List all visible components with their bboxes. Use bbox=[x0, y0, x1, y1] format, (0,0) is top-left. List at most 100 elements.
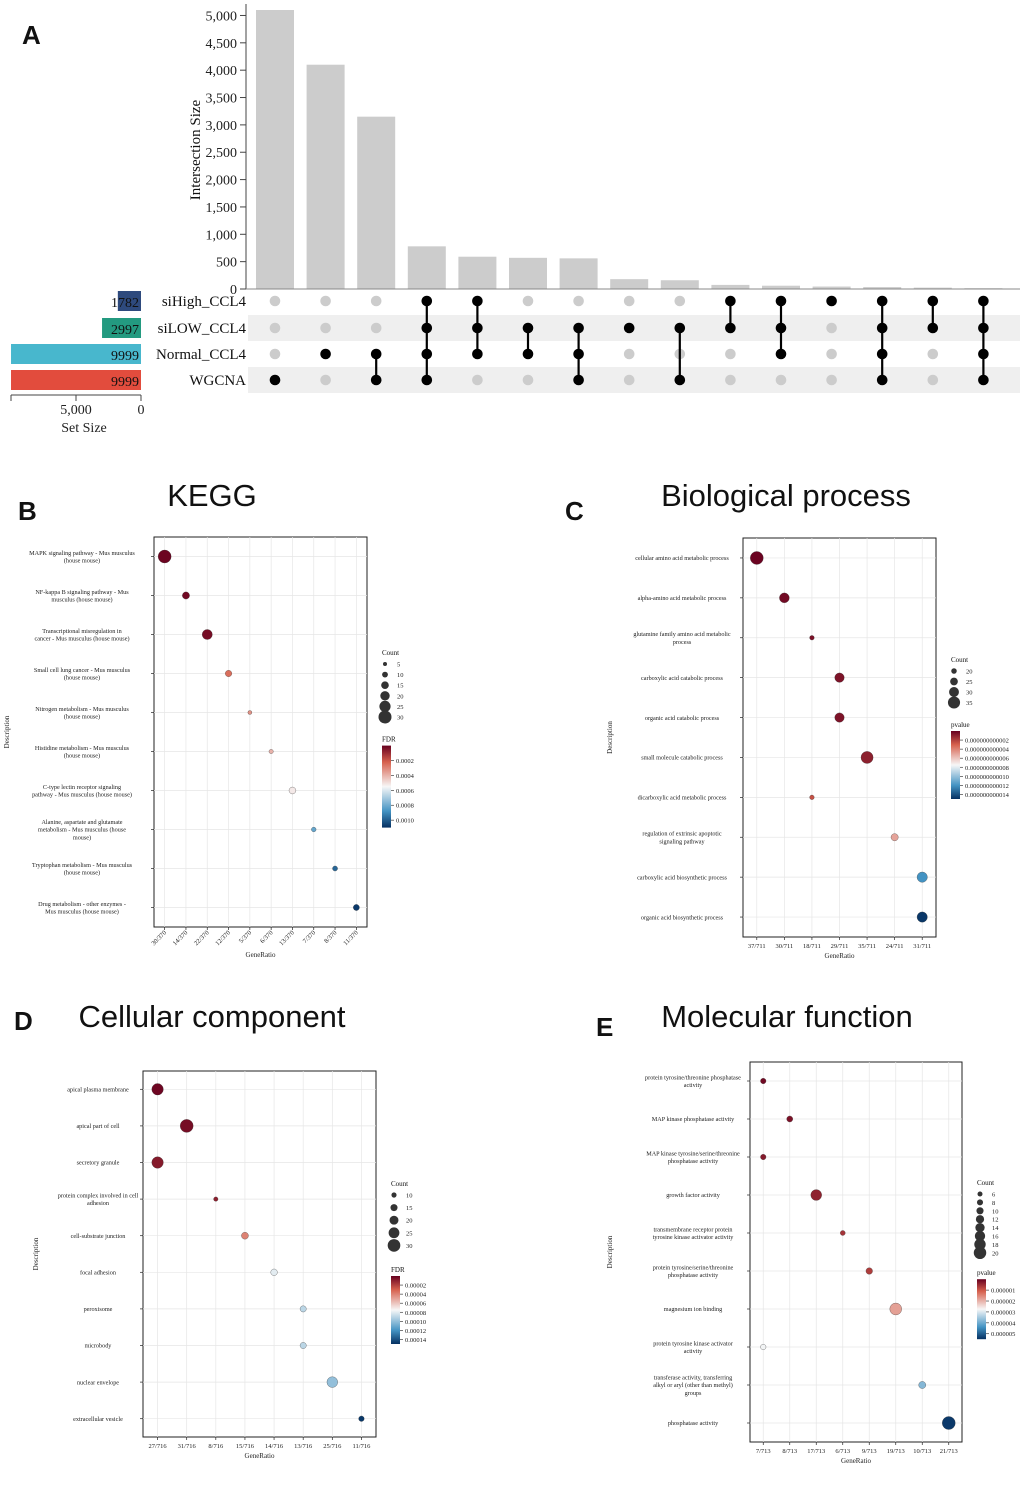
x-tick-label: 18/711 bbox=[803, 943, 821, 950]
term-label-line: (house mouse) bbox=[64, 870, 100, 877]
term-label-line: pathway - Mus musculus (house mouse) bbox=[32, 792, 132, 799]
upset-y-tick-label: 1,000 bbox=[206, 228, 238, 243]
term-dot-7 bbox=[311, 826, 317, 833]
matrix-dot-empty bbox=[826, 374, 837, 386]
term-label-0: MAPK signaling pathway - Mus musculus (ho… bbox=[29, 550, 135, 565]
term-label-1: alpha-amino acid metabolic process bbox=[638, 595, 727, 602]
term-label-line: Drug metabolism - other enzymes - bbox=[38, 901, 126, 908]
x-tick-label: 9/713 bbox=[862, 1448, 877, 1455]
x-tick-label: 29/711 bbox=[831, 943, 849, 950]
matrix-dot-empty bbox=[674, 295, 686, 307]
term-label-2: glutamine family amino acid metabolic pro… bbox=[633, 631, 731, 646]
molecular-function-dotplot: E Molecular function 7/713 8/713 17/713 6/7… bbox=[596, 999, 1016, 1465]
kegg-plot-area: 30/370 14/370 22/370 12/370 5/370 6/370 13/370… bbox=[3, 536, 415, 959]
matrix-dot-empty bbox=[826, 322, 837, 334]
biological-process-dotplot: C Biological process 37/711 30/711 18/711 2… bbox=[565, 478, 1010, 960]
color-legend-label: 0.00014 bbox=[405, 1337, 427, 1344]
color-legend-title: FDR bbox=[391, 1266, 405, 1274]
term-label-line: transmembrane receptor protein bbox=[653, 1226, 732, 1233]
term-label-3: Small cell lung cancer - Mus musculus (ho… bbox=[34, 667, 131, 682]
size-legend-dot bbox=[378, 710, 392, 724]
cellular-component-dotplot: D Cellular component 27/716 31/716 8/716 15… bbox=[14, 999, 427, 1460]
x-tick-label: 10/713 bbox=[913, 1448, 931, 1455]
color-legend-label: 0.0002 bbox=[396, 758, 414, 765]
size-legend-label: 20 bbox=[992, 1250, 999, 1257]
term-label-2: secretory granule bbox=[77, 1160, 120, 1167]
term-label-line: Transcriptional misregulation in bbox=[42, 628, 122, 635]
matrix-dot-empty bbox=[927, 374, 939, 386]
size-legend-dot bbox=[382, 671, 388, 678]
term-label-line: dicarboxylic acid metabolic process bbox=[638, 795, 727, 802]
kegg-title: KEGG bbox=[167, 478, 257, 513]
size-legend-dot bbox=[389, 1215, 399, 1225]
matrix-dot-empty bbox=[623, 374, 635, 386]
kegg-dotplot: B KEGG 30/370 14/370 22/370 12/370 5/370 6/37… bbox=[3, 478, 415, 959]
term-label-1: NF-kappa B signaling pathway - Mus muscul… bbox=[35, 589, 129, 604]
x-tick-label: 15/716 bbox=[236, 1443, 255, 1450]
color-legend-label: 0.000000000008 bbox=[965, 765, 1009, 772]
term-label-line: groups bbox=[685, 1390, 702, 1397]
term-dot-8 bbox=[916, 871, 928, 883]
upset-y-tick-label: 3,500 bbox=[206, 92, 238, 107]
term-label-line: activity bbox=[684, 1082, 703, 1089]
color-legend-label: 0.000001 bbox=[991, 1288, 1015, 1295]
term-label-line: metabolism - Mus musculus (house bbox=[38, 827, 126, 834]
matrix-dot-empty bbox=[320, 295, 331, 307]
x-tick-label: 6/370 bbox=[259, 929, 274, 944]
term-dot-8 bbox=[332, 865, 338, 872]
size-legend-label: 10 bbox=[397, 672, 404, 679]
panel-letter-e: E bbox=[596, 1012, 613, 1042]
upset-y-tick-label: 4,500 bbox=[206, 37, 238, 52]
color-legend-label: 0.000000000012 bbox=[965, 783, 1009, 790]
set-label-1: siLOW_CCL4 bbox=[158, 321, 247, 337]
term-label-line: phosphatase activity bbox=[668, 1158, 719, 1165]
size-legend-label: 5 bbox=[397, 662, 400, 669]
size-legend-label: 16 bbox=[992, 1234, 999, 1241]
y-axis-label: Description bbox=[606, 721, 614, 754]
x-tick-label: 25/716 bbox=[323, 1443, 342, 1450]
term-label-3: carboxylic acid catabolic process bbox=[641, 675, 724, 682]
set-size-axis-label: Set Size bbox=[61, 421, 107, 436]
x-tick-label: 13/370 bbox=[278, 929, 296, 947]
upset-y-tick-label: 1,500 bbox=[206, 201, 238, 216]
upset-y-axis-label: Intersection Size bbox=[188, 99, 204, 200]
term-label-line: growth factor activity bbox=[666, 1192, 721, 1199]
size-legend-label: 20 bbox=[966, 669, 973, 676]
term-label-8: transferase activity, transferring alkyl … bbox=[653, 1375, 733, 1397]
set-size-value-3: 9999 bbox=[111, 375, 139, 390]
intersection-bar bbox=[863, 287, 902, 289]
term-dot-0 bbox=[157, 549, 172, 564]
matrix-dot-empty bbox=[623, 295, 635, 307]
set-size-bar bbox=[11, 370, 141, 390]
term-dot-9 bbox=[916, 911, 928, 923]
matrix-dot-empty bbox=[370, 295, 382, 307]
x-tick-label: 27/716 bbox=[149, 1443, 168, 1450]
term-dot-4 bbox=[834, 712, 845, 723]
term-label-5: small molecule catabolic process bbox=[641, 755, 723, 762]
term-label-line: focal adhesion bbox=[80, 1270, 116, 1277]
term-label-4: cell-substrate junction bbox=[71, 1233, 126, 1240]
x-tick-label: 30/370 bbox=[150, 929, 168, 947]
x-tick-label: 8/370 bbox=[323, 929, 338, 944]
size-legend-dot bbox=[974, 1230, 986, 1242]
matrix-dot-filled bbox=[623, 322, 635, 334]
size-legend-dot bbox=[975, 1215, 985, 1224]
x-axis-label: GeneRatio bbox=[841, 1457, 871, 1465]
color-legend-label: 0.0008 bbox=[396, 803, 414, 810]
x-tick-label: 14/370 bbox=[172, 929, 190, 947]
term-label-0: protein tyrosine/threonine phosphatase ac… bbox=[645, 1074, 741, 1089]
term-label-line: apical part of cell bbox=[76, 1123, 119, 1130]
term-dot-1 bbox=[779, 592, 790, 603]
term-label-line: MAP kinase phosphatase activity bbox=[652, 1116, 735, 1123]
set-label-2: Normal_CCL4 bbox=[156, 347, 246, 363]
term-label-line: signaling pathway bbox=[659, 838, 705, 845]
color-legend-label: 0.00006 bbox=[405, 1301, 427, 1308]
intersection-bar bbox=[256, 10, 294, 289]
color-legend-label: 0.0010 bbox=[396, 818, 414, 825]
x-tick-label: 21/713 bbox=[940, 1448, 958, 1455]
upset-y-tick-label: 4,000 bbox=[206, 64, 238, 79]
size-legend-label: 15 bbox=[406, 1205, 413, 1212]
color-legend-label: 0.00010 bbox=[405, 1319, 426, 1326]
term-label-line: adhesion bbox=[87, 1200, 109, 1207]
term-label-5: Histidine metabolism - Mus musculus (hous… bbox=[35, 745, 130, 760]
